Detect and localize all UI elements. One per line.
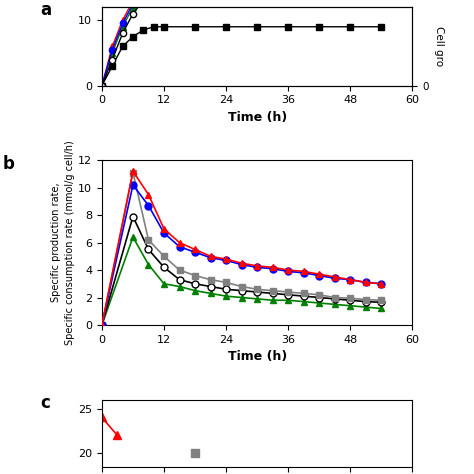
Text: a: a bbox=[40, 1, 51, 19]
Text: c: c bbox=[40, 394, 50, 412]
X-axis label: Time (h): Time (h) bbox=[228, 111, 287, 124]
Y-axis label: Specific production rate,
Specific consumption rate (mmol/g cell/h): Specific production rate, Specific consu… bbox=[51, 140, 75, 345]
Y-axis label: Cell gro: Cell gro bbox=[434, 27, 444, 66]
X-axis label: Time (h): Time (h) bbox=[228, 350, 287, 363]
Text: b: b bbox=[2, 155, 14, 173]
